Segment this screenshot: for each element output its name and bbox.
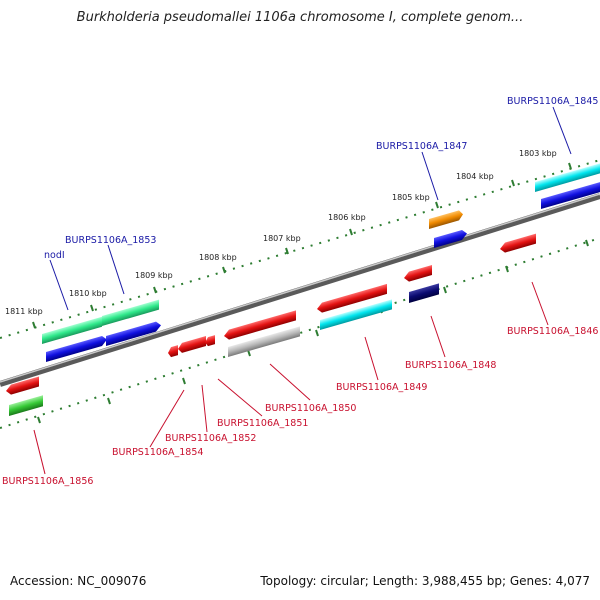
gene-feature[interactable]	[317, 283, 387, 314]
gene-feature[interactable]	[541, 180, 600, 209]
gene-label-nodi[interactable]: nodI	[44, 250, 65, 261]
forward-leader-lines	[49, 106, 572, 311]
gene-label-burps1106a-1850[interactable]: BURPS1106A_1850	[265, 403, 356, 414]
gene-label-burps1106a-1852[interactable]: BURPS1106A_1852	[165, 433, 256, 444]
reverse-major-ticks	[37, 239, 589, 424]
gene-feature[interactable]	[42, 316, 102, 344]
forward-major-ticks	[32, 162, 572, 329]
gene-label-burps1106a-1854[interactable]: BURPS1106A_1854	[112, 447, 203, 458]
gene-feature[interactable]	[46, 335, 107, 362]
map-title: Burkholderia pseudomallei 1106a chromoso…	[76, 10, 524, 25]
gene-feature[interactable]	[404, 264, 432, 283]
gene-feature[interactable]	[409, 283, 439, 303]
tick-label-1808: 1808 kbp	[199, 253, 237, 262]
gene-feature[interactable]	[102, 299, 159, 326]
tick-label-1810: 1810 kbp	[69, 289, 107, 298]
tick-label-1806: 1806 kbp	[328, 213, 366, 222]
gene-feature[interactable]	[168, 345, 178, 358]
gene-feature[interactable]	[178, 335, 206, 354]
gene-feature[interactable]	[6, 376, 39, 396]
gene-feature[interactable]	[500, 233, 536, 254]
gene-feature[interactable]	[205, 335, 215, 347]
tick-label-1809: 1809 kbp	[135, 271, 173, 280]
gene-feature[interactable]	[429, 209, 463, 229]
tick-label-1811: 1811 kbp	[5, 307, 43, 316]
genome-backbone	[0, 193, 600, 387]
gene-feature[interactable]	[434, 229, 467, 248]
reverse-leader-lines	[33, 281, 549, 475]
tick-label-1803: 1803 kbp	[519, 149, 557, 158]
gene-label-burps1106a-1845[interactable]: BURPS1106A_1845	[507, 96, 598, 107]
tick-label-1807: 1807 kbp	[263, 234, 301, 243]
gene-feature[interactable]	[9, 395, 43, 416]
gene-label-burps1106a-1847[interactable]: BURPS1106A_1847	[376, 141, 467, 152]
tick-label-1804: 1804 kbp	[456, 172, 494, 181]
tick-label-1805: 1805 kbp	[392, 193, 430, 202]
gene-label-burps1106a-1853[interactable]: BURPS1106A_1853	[65, 235, 156, 246]
gene-label-burps1106a-1851[interactable]: BURPS1106A_1851	[217, 418, 308, 429]
gene-label-burps1106a-1846[interactable]: BURPS1106A_1846	[507, 326, 598, 337]
gene-feature[interactable]	[320, 299, 392, 330]
accession-text: Accession: NC_009076	[10, 574, 147, 588]
gene-label-burps1106a-1856[interactable]: BURPS1106A_1856	[2, 476, 93, 487]
gene-feature[interactable]	[535, 161, 600, 192]
genome-summary-text: Topology: circular; Length: 3,988,455 bp…	[260, 574, 590, 588]
gene-label-burps1106a-1849[interactable]: BURPS1106A_1849	[336, 382, 427, 393]
gene-feature[interactable]	[106, 320, 161, 346]
gene-feature[interactable]	[228, 326, 300, 357]
gene-feature[interactable]	[224, 310, 296, 341]
gene-label-burps1106a-1848[interactable]: BURPS1106A_1848	[405, 360, 496, 371]
